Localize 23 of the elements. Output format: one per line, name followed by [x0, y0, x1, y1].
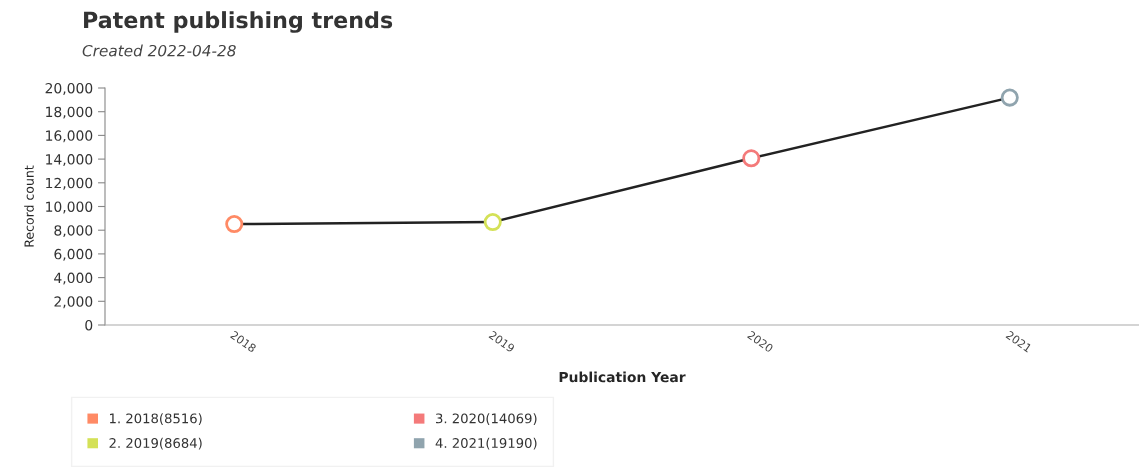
y-tick-label: 2,000: [54, 296, 93, 309]
y-tick-label: 20,000: [45, 82, 93, 95]
y-tick-label: 16,000: [46, 130, 93, 143]
y-tick-label: 18,000: [46, 106, 93, 119]
x-axis-title: Publication Year: [559, 371, 686, 383]
y-tick-label: 0: [85, 319, 93, 331]
y-tick-label: 12,000: [46, 177, 93, 190]
legend-label: 1. 2018(8516): [109, 413, 202, 425]
legend-label: 4. 2021(19190): [435, 437, 537, 450]
point: [742, 149, 761, 168]
chart-subtitle: Created 2022-04-28: [82, 44, 236, 57]
chart-title: Patent publishing trends: [84, 11, 393, 33]
y-tick-label: 6,000: [54, 248, 93, 261]
y-tick-label: 14,000: [46, 154, 93, 166]
y-tick-label: 8,000: [54, 225, 93, 238]
point: [225, 215, 244, 234]
y-axis-title: Record count: [24, 165, 34, 247]
y-tick-label: 4,000: [54, 272, 93, 285]
legend-label: 3. 2020(14069): [436, 413, 537, 425]
legend-label: 2. 2019(8684): [109, 437, 202, 450]
y-tick-label: 10,000: [46, 201, 93, 214]
point: [483, 213, 502, 232]
point: [1000, 88, 1019, 107]
